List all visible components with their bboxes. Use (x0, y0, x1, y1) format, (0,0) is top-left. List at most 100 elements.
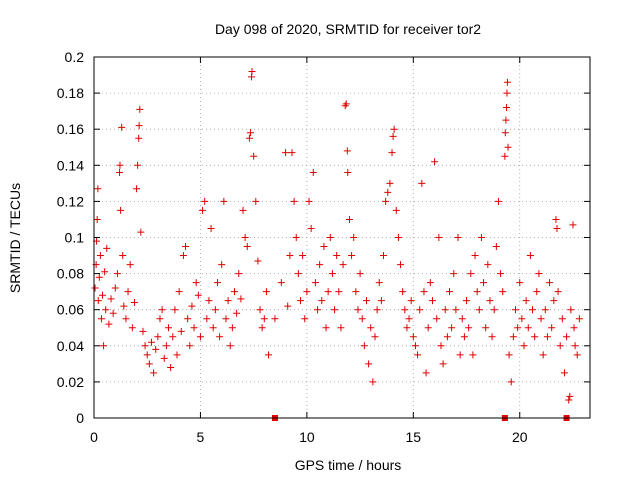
data-point (224, 297, 232, 305)
y-tick-label: 0.04 (57, 338, 84, 354)
data-point (262, 288, 270, 296)
y-tick-label: 0.06 (57, 302, 84, 318)
y-tick-label: 0.16 (57, 121, 84, 137)
data-point (543, 333, 551, 341)
x-tick-label: 0 (90, 429, 98, 445)
data-point (494, 197, 502, 205)
data-point (294, 270, 302, 278)
data-point (286, 252, 294, 260)
data-point (94, 297, 102, 305)
data-point (320, 243, 328, 251)
x-tick-label: 20 (512, 429, 528, 445)
data-point (318, 297, 326, 305)
data-point (539, 351, 547, 359)
data-point (437, 342, 445, 350)
data-point (235, 270, 243, 278)
data-point (469, 351, 477, 359)
data-point (194, 291, 202, 299)
data-point (454, 234, 462, 241)
data-point (443, 333, 451, 341)
data-point (520, 342, 528, 350)
data-point (409, 333, 417, 341)
data-point (328, 270, 336, 278)
data-point (486, 297, 494, 305)
data-point (488, 333, 496, 341)
data-point (482, 324, 490, 332)
data-point (173, 351, 181, 359)
x-tick-label: 5 (197, 429, 205, 445)
data-point (411, 342, 419, 350)
data-point (480, 279, 488, 287)
data-point (573, 351, 581, 359)
data-point (303, 288, 311, 296)
x-tick-label: 15 (406, 429, 422, 445)
data-point (117, 206, 125, 214)
data-point (160, 354, 168, 362)
data-point (548, 324, 556, 332)
data-point (245, 134, 253, 142)
data-point (507, 378, 515, 386)
data-point (375, 279, 383, 287)
data-point (456, 351, 464, 359)
data-point (509, 333, 517, 341)
y-tick-label: 0.18 (57, 85, 84, 101)
data-point (345, 215, 353, 223)
y-tick-label: 0.02 (57, 374, 84, 390)
data-point (252, 197, 260, 205)
data-point (377, 297, 385, 305)
data-point (356, 270, 364, 278)
x-tick-label: 10 (299, 429, 315, 445)
data-point (475, 306, 483, 314)
data-point (171, 306, 179, 314)
y-tick-label: 0.08 (57, 266, 84, 282)
data-point (322, 324, 330, 332)
data-point (492, 243, 500, 251)
data-point (414, 351, 422, 359)
data-point (162, 342, 170, 350)
data-point (105, 320, 113, 328)
data-point (209, 324, 217, 332)
data-point (501, 152, 509, 160)
data-point (386, 179, 394, 187)
data-point (124, 288, 132, 296)
data-point (243, 243, 251, 251)
grid-lines (94, 57, 590, 418)
data-point (314, 306, 322, 314)
data-point (102, 306, 110, 314)
data-point (350, 234, 358, 241)
data-point (218, 261, 226, 269)
data-point (439, 360, 447, 368)
data-point (450, 270, 458, 278)
data-point (499, 288, 507, 296)
data-point (97, 315, 105, 323)
data-point (326, 234, 334, 241)
data-point (109, 309, 117, 317)
data-point (424, 324, 432, 332)
data-point (169, 333, 177, 341)
data-point (571, 342, 579, 350)
data-point (91, 284, 99, 292)
data-point (401, 306, 409, 314)
data-point (435, 234, 443, 241)
data-point (152, 345, 160, 353)
data-point (553, 224, 561, 232)
data-point (418, 179, 426, 187)
data-point (95, 273, 103, 281)
data-point (431, 158, 439, 166)
data-point (94, 185, 102, 193)
data-point (324, 288, 332, 296)
data-point (139, 327, 147, 335)
data-point (107, 295, 115, 303)
data-point (118, 123, 126, 131)
data-point (116, 169, 124, 177)
data-point (113, 270, 121, 278)
y-tick-label: 0.12 (57, 193, 84, 209)
data-point (484, 261, 492, 269)
data-point (518, 315, 526, 323)
data-point (182, 243, 190, 251)
data-point (554, 288, 562, 296)
data-point (211, 306, 219, 314)
data-point (192, 279, 200, 287)
data-point (446, 288, 454, 296)
